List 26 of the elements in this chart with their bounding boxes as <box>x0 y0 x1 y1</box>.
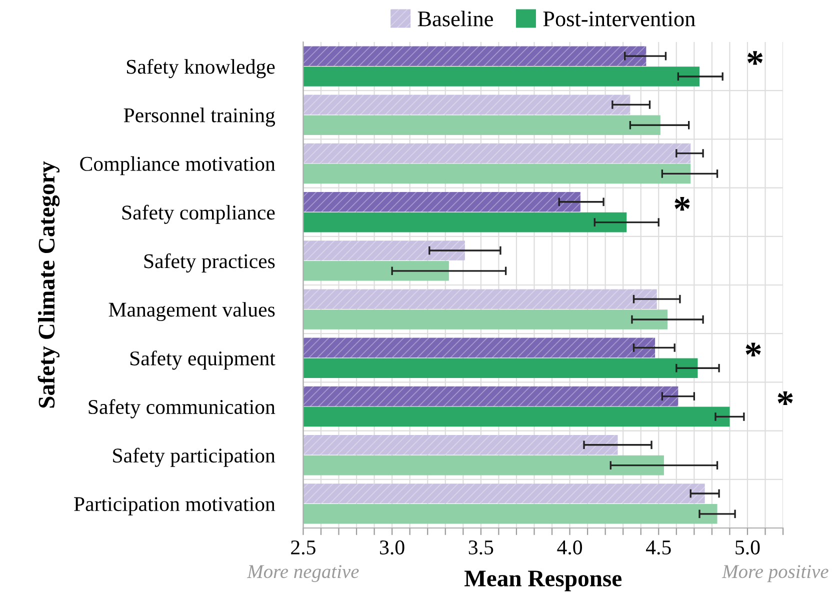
y-tick-label: Safety participation <box>113 448 276 467</box>
annotation: * <box>674 196 690 211</box>
x-tick-label: 3.5 <box>468 540 494 555</box>
y-tick-label: Personnel training <box>124 108 276 127</box>
y-axis-title: Safety Climate Category <box>38 161 60 408</box>
annotation: * <box>746 342 761 356</box>
y-tick-label: Safety communication <box>88 399 276 418</box>
y-tick-label: Compliance motivation <box>80 156 276 176</box>
y-tick-label: Management values <box>108 302 275 322</box>
y-tick-label: Safety practices <box>144 253 275 273</box>
legend-label: Baseline <box>418 10 493 26</box>
legend-label: Post-intervention <box>543 11 696 26</box>
annotation: * <box>778 391 793 405</box>
x-tick-label: 3.0 <box>380 540 404 555</box>
y-tick-label: Safety equipment <box>130 350 276 370</box>
y-tick-label: Safety compliance <box>122 204 275 224</box>
x-tick-label: 5.0 <box>736 540 760 555</box>
text: More negative <box>246 565 359 582</box>
y-tick-label: Participation motivation <box>74 497 276 516</box>
text: More positive <box>722 565 828 582</box>
x-tick-label: 2.5 <box>291 540 316 555</box>
y-tick-label: Safety knowledge <box>126 58 275 78</box>
annotation: * <box>748 51 763 65</box>
x-tick-label: 4.5 <box>646 540 671 555</box>
x-tick-label: 4.0 <box>557 540 582 555</box>
x-axis-title: Mean Response <box>464 570 622 592</box>
